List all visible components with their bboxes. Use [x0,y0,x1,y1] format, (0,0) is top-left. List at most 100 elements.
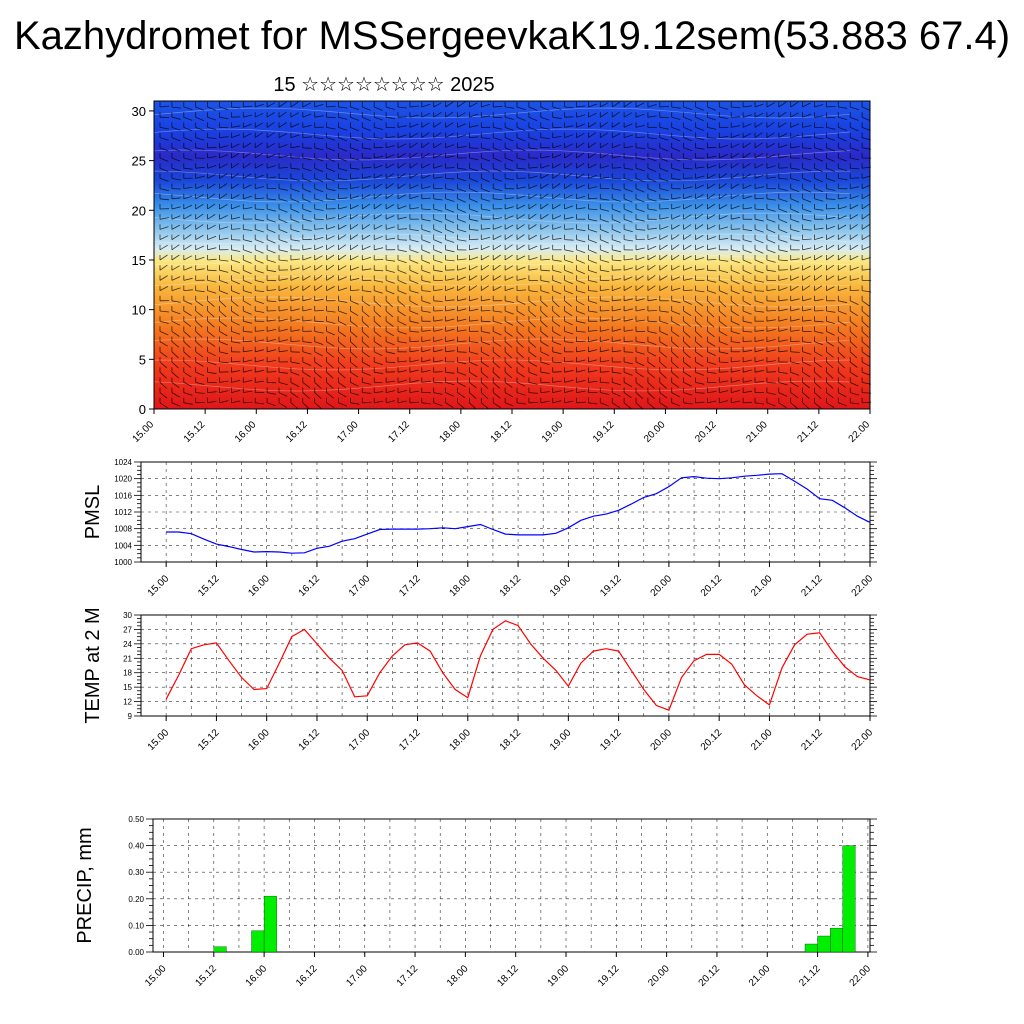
wind-barb [207,214,216,220]
wind-barb [624,308,633,312]
wind-barb [469,319,479,322]
wind-barb [302,341,312,344]
wind-barb [778,328,788,332]
wind-barb [695,194,704,200]
wind-barb [707,127,717,130]
wind-barb [600,382,610,384]
wind-barb [243,269,252,275]
wind-barb [754,152,763,159]
wind-barb [707,116,717,121]
wind-barb [707,290,717,294]
wind-barb [481,208,491,211]
wind-barb [195,382,205,385]
wind-barb [195,213,204,220]
wind-barb [635,247,645,251]
wind-barb [623,229,633,233]
wind-barb [183,266,193,271]
wind-barb [612,371,622,374]
wind-barb [695,234,704,240]
wind-barb [850,300,859,305]
wind-barb [659,275,668,281]
wind-barb [207,290,217,294]
wind-barb [707,247,717,251]
wind-barb [457,188,467,192]
wind-barb [671,234,680,240]
wind-barb [838,382,846,388]
wind-barb [838,402,847,407]
wind-barb [588,349,598,353]
wind-barb [290,298,300,302]
wind-barb [171,361,179,369]
y-tick-label: 0.40 [128,842,144,851]
wind-barb [255,310,265,313]
wind-barb [505,106,515,109]
wind-barb [564,216,574,220]
wind-barb [635,147,646,149]
wind-barb [504,116,514,120]
wind-barb [540,214,549,220]
wind-barb [278,198,288,202]
wind-barb [171,116,181,120]
wind-barb [778,188,788,191]
wind-barb [421,249,431,254]
wind-barb [707,341,716,347]
wind-barb [159,331,169,336]
wind-barb [421,103,431,108]
grid [141,461,871,563]
wind-barb [802,298,812,302]
wind-barb [386,116,396,120]
wind-barb [219,300,227,308]
wind-barb [516,224,525,230]
wind-barb [742,259,752,264]
y-tick-label: 0.50 [128,815,144,824]
wind-barb [433,102,442,108]
wind-barb [707,164,717,169]
wind-barb [219,183,228,189]
wind-barb [635,285,644,291]
wind-barb [219,280,229,284]
wind-barb [742,300,752,306]
wind-barb [850,266,859,271]
wind-barb [540,258,550,261]
wind-barb [540,164,550,169]
wind-barb [290,198,300,203]
wind-barb [612,229,621,234]
wind-barb [314,274,323,281]
wind-barb [778,318,788,322]
wind-barb [385,341,395,346]
x-tick-label: 19.12 [598,573,624,599]
wind-barb [719,145,729,149]
wind-barb [612,188,622,191]
wind-barb [850,137,859,142]
wind-barb [802,308,812,312]
wind-barb [766,300,776,302]
wind-barb [719,351,729,355]
wind-barb [278,402,287,408]
wind-barb [766,310,776,312]
x-tick-label: 21.00 [749,573,775,599]
wind-barb [421,239,431,244]
wind-barb [350,331,358,338]
wind-barb [540,331,549,338]
wind-barb [314,236,324,240]
y-tick-label: 1004 [114,541,132,550]
wind-barb [576,184,585,189]
wind-barb [362,290,372,293]
wind-barb [504,402,514,407]
wind-barb [302,178,312,182]
wind-barb [814,255,823,261]
wind-barb [481,198,491,202]
wind-barb [266,142,276,149]
wind-barb [433,121,442,128]
wind-barb [290,340,300,342]
wind-barb [778,259,788,262]
wind-barb [861,245,871,251]
wind-barb [802,198,812,203]
wind-barb [849,351,858,359]
wind-barb [243,142,252,149]
wind-barb [683,244,692,251]
wind-barb [457,258,467,261]
wind-barb [814,147,824,151]
wind-barb [743,229,753,232]
wind-barb [183,255,192,261]
